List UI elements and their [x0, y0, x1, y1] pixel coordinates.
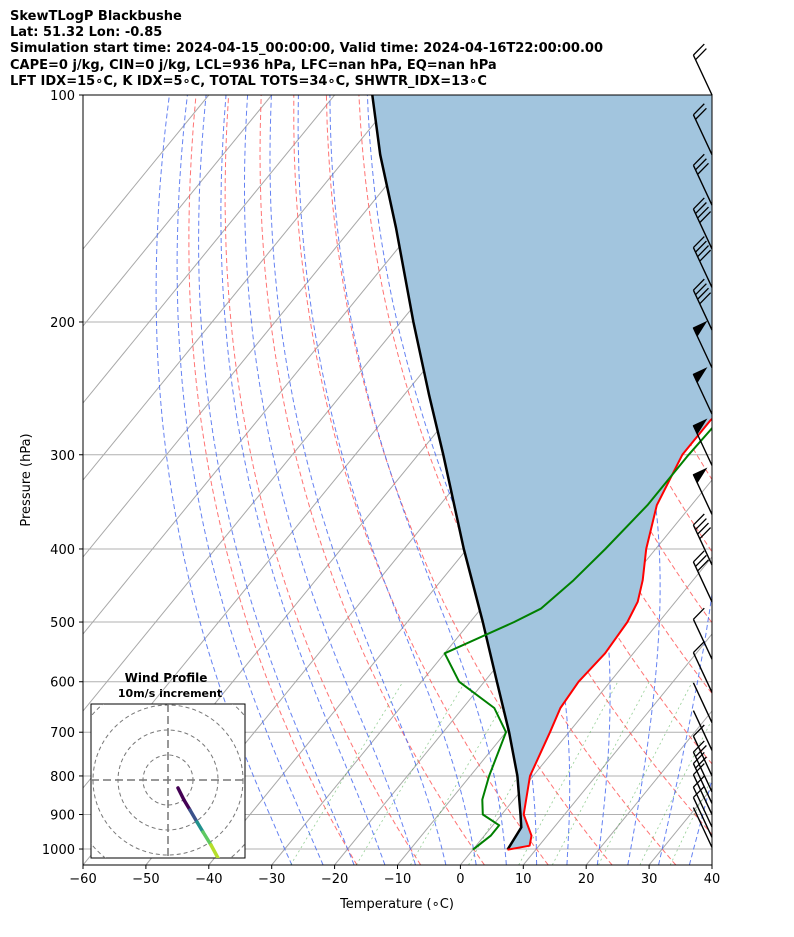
y-tick-label: 200	[50, 316, 75, 331]
dewpoint-profile-line	[443, 426, 712, 851]
hodograph-segment	[182, 798, 192, 812]
index-line: LFT IDX=15∘C, K IDX=5∘C, TOTAL TOTS=34∘C…	[10, 74, 487, 89]
dry-adiabat-line	[783, 95, 794, 865]
wind-barb	[692, 103, 713, 156]
dry-adiabat-line	[224, 95, 422, 865]
dry-adiabat-line	[188, 95, 358, 865]
chart-title: SkewTLogP Blackbushe	[10, 9, 182, 24]
y-tick-label: 500	[50, 616, 75, 631]
mixing-ratio-line	[669, 777, 712, 865]
wind-barb	[692, 763, 713, 815]
hodograph-segment	[195, 820, 205, 834]
moist-adiabat-line	[269, 95, 447, 865]
x-tick-label: −60	[69, 872, 96, 887]
moist-adiabat-line	[329, 95, 507, 865]
y-tick-label: 800	[50, 770, 75, 785]
wind-barb	[692, 513, 713, 566]
temperature-profile-line	[507, 417, 712, 851]
x-tick-label: 10	[515, 872, 532, 887]
moist-adiabat-line	[198, 95, 355, 865]
x-tick-label: −20	[321, 872, 348, 887]
location-line: Lat: 51.32 Lon: -0.85	[10, 25, 163, 40]
isotherm-line	[83, 95, 210, 250]
wind-barb	[692, 682, 713, 724]
tick-layer: −60 −50 −40 −30 −20 −10 0 10 20 30 40 1000 900 800 700…	[42, 89, 720, 887]
x-axis-label: Temperature (∘C)	[339, 897, 454, 912]
y-tick-label: 900	[50, 809, 75, 824]
wind-barb	[692, 467, 713, 515]
y-tick-label: 300	[50, 449, 75, 464]
isotherm-line	[83, 95, 398, 481]
isotherm-line	[460, 556, 712, 865]
y-axis-label: Pressure (hPa)	[19, 433, 34, 526]
y-tick-label: 700	[50, 726, 75, 741]
dry-adiabat-line	[325, 95, 613, 865]
wind-barb	[692, 278, 713, 331]
dry-adiabat-line	[750, 95, 794, 865]
moist-adiabat-line	[155, 95, 293, 865]
hodograph-segment	[176, 786, 186, 802]
isotherm-line	[83, 95, 273, 327]
wind-barb	[692, 367, 713, 415]
isotherm-line	[522, 633, 712, 865]
y-tick-label: 600	[50, 676, 75, 691]
cin-shading	[372, 95, 712, 850]
wind-barb	[692, 153, 713, 206]
isotherm-line	[397, 479, 712, 865]
hodograph-title: Wind Profile	[125, 671, 208, 685]
x-tick-label: 20	[578, 872, 595, 887]
x-tick-label: 40	[704, 872, 721, 887]
wind-barb	[692, 752, 713, 804]
wind-barbs	[692, 43, 713, 848]
isotherm-line	[83, 95, 461, 558]
wind-barb	[692, 43, 713, 96]
wind-barb	[692, 641, 713, 693]
data-layer	[371, 95, 712, 851]
dry-adiabat-line	[717, 95, 794, 865]
x-tick-label: −30	[258, 872, 285, 887]
time-line: Simulation start time: 2024-04-15_00:00:…	[10, 41, 603, 56]
wind-barb	[692, 197, 713, 250]
x-tick-label: 0	[456, 872, 464, 887]
parcel-profile-line	[371, 95, 523, 851]
mixing-ratio-line	[355, 681, 466, 865]
wind-barb	[692, 740, 713, 793]
wind-barb	[692, 320, 713, 369]
hodograph: Wind Profile 10m/s increment	[90, 671, 246, 859]
hodograph-segment	[209, 843, 220, 858]
isotherm-line	[711, 864, 712, 865]
moist-adiabat-line	[244, 95, 416, 865]
cape-line: CAPE=0 j/kg, CIN=0 j/kg, LCL=936 hPa, LF…	[10, 58, 497, 73]
wind-barb	[692, 724, 713, 777]
x-tick-label: −50	[132, 872, 159, 887]
hodograph-segment	[201, 830, 213, 847]
mixing-ratio-line	[410, 681, 517, 865]
x-tick-label: −10	[384, 872, 411, 887]
y-tick-label: 400	[50, 543, 75, 558]
mixing-ratio-line	[639, 718, 712, 865]
hodograph-subtitle: 10m/s increment	[118, 687, 222, 700]
x-tick-label: −40	[195, 872, 222, 887]
y-tick-label: 1000	[42, 843, 75, 858]
moist-adiabat-line	[297, 95, 477, 865]
moist-adiabat-line	[220, 95, 386, 865]
wind-barb	[692, 418, 713, 466]
wind-barb	[692, 785, 713, 838]
x-tick-label: 30	[641, 872, 658, 887]
moist-adiabat-line	[176, 95, 324, 865]
moist-adiabat-line	[720, 95, 794, 865]
wind-barb	[692, 807, 713, 848]
wind-barb	[692, 607, 713, 660]
y-tick-label: 100	[50, 89, 75, 104]
dry-adiabat-line	[293, 95, 549, 865]
isotherm-line	[585, 710, 712, 865]
wind-barb	[692, 236, 713, 288]
hodograph-segment	[188, 808, 199, 824]
isotherm-line	[83, 95, 335, 404]
wind-barb	[692, 710, 713, 751]
wind-barb	[692, 550, 713, 603]
dry-adiabat-line	[259, 95, 485, 865]
